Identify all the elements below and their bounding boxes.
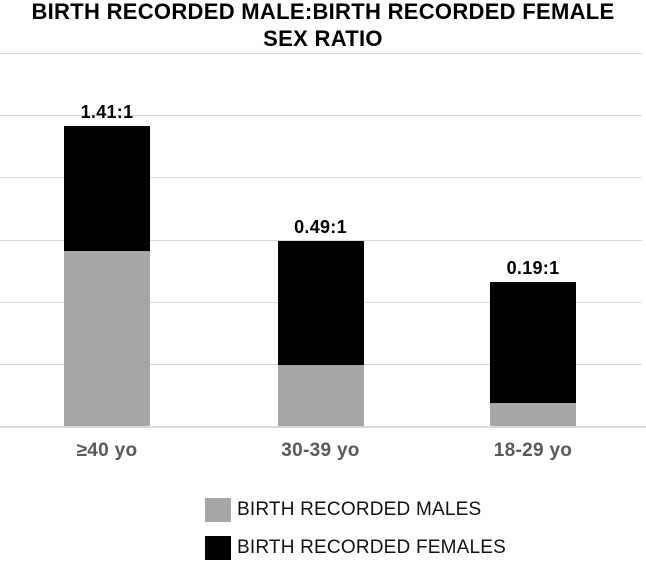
gridline — [0, 115, 642, 117]
gridline — [0, 239, 642, 241]
chart-title: BIRTH RECORDED MALE:BIRTH RECORDED FEMAL… — [0, 0, 646, 52]
legend-label-males: BIRTH RECORDED MALES — [237, 498, 482, 520]
chart-title-line2: SEX RATIO — [263, 26, 383, 51]
legend-label-females: BIRTH RECORDED FEMALES — [237, 536, 507, 558]
chart-title-line1: BIRTH RECORDED MALE:BIRTH RECORDED FEMAL… — [31, 0, 615, 24]
bar-ratio-label: 1.41:1 — [80, 102, 134, 123]
bar-segment-females — [64, 126, 150, 251]
bar-ratio-label: 0.19:1 — [506, 257, 560, 278]
category-label: ≥40 yo — [76, 440, 138, 461]
legend-item-females: BIRTH RECORDED FEMALES — [205, 535, 506, 560]
legend-swatch-males-icon — [205, 497, 231, 522]
legend: BIRTH RECORDED MALES BIRTH RECORDED FEMA… — [205, 497, 506, 561]
x-axis-line — [0, 426, 646, 428]
category-label: 30-39 yo — [281, 440, 360, 461]
legend-swatch-females-icon — [205, 535, 231, 560]
category-label: 18-29 yo — [493, 440, 573, 461]
gridline — [0, 53, 642, 54]
bar-segment-males — [490, 402, 576, 426]
bar-segment-males — [64, 250, 150, 426]
bar-ratio-label: 0.49:1 — [294, 216, 347, 237]
bar-segment-females — [277, 240, 364, 366]
legend-item-males: BIRTH RECORDED MALES — [205, 497, 506, 522]
bar-segment-males — [277, 365, 364, 426]
bar-segment-females — [490, 281, 576, 403]
gridline — [0, 177, 642, 179]
